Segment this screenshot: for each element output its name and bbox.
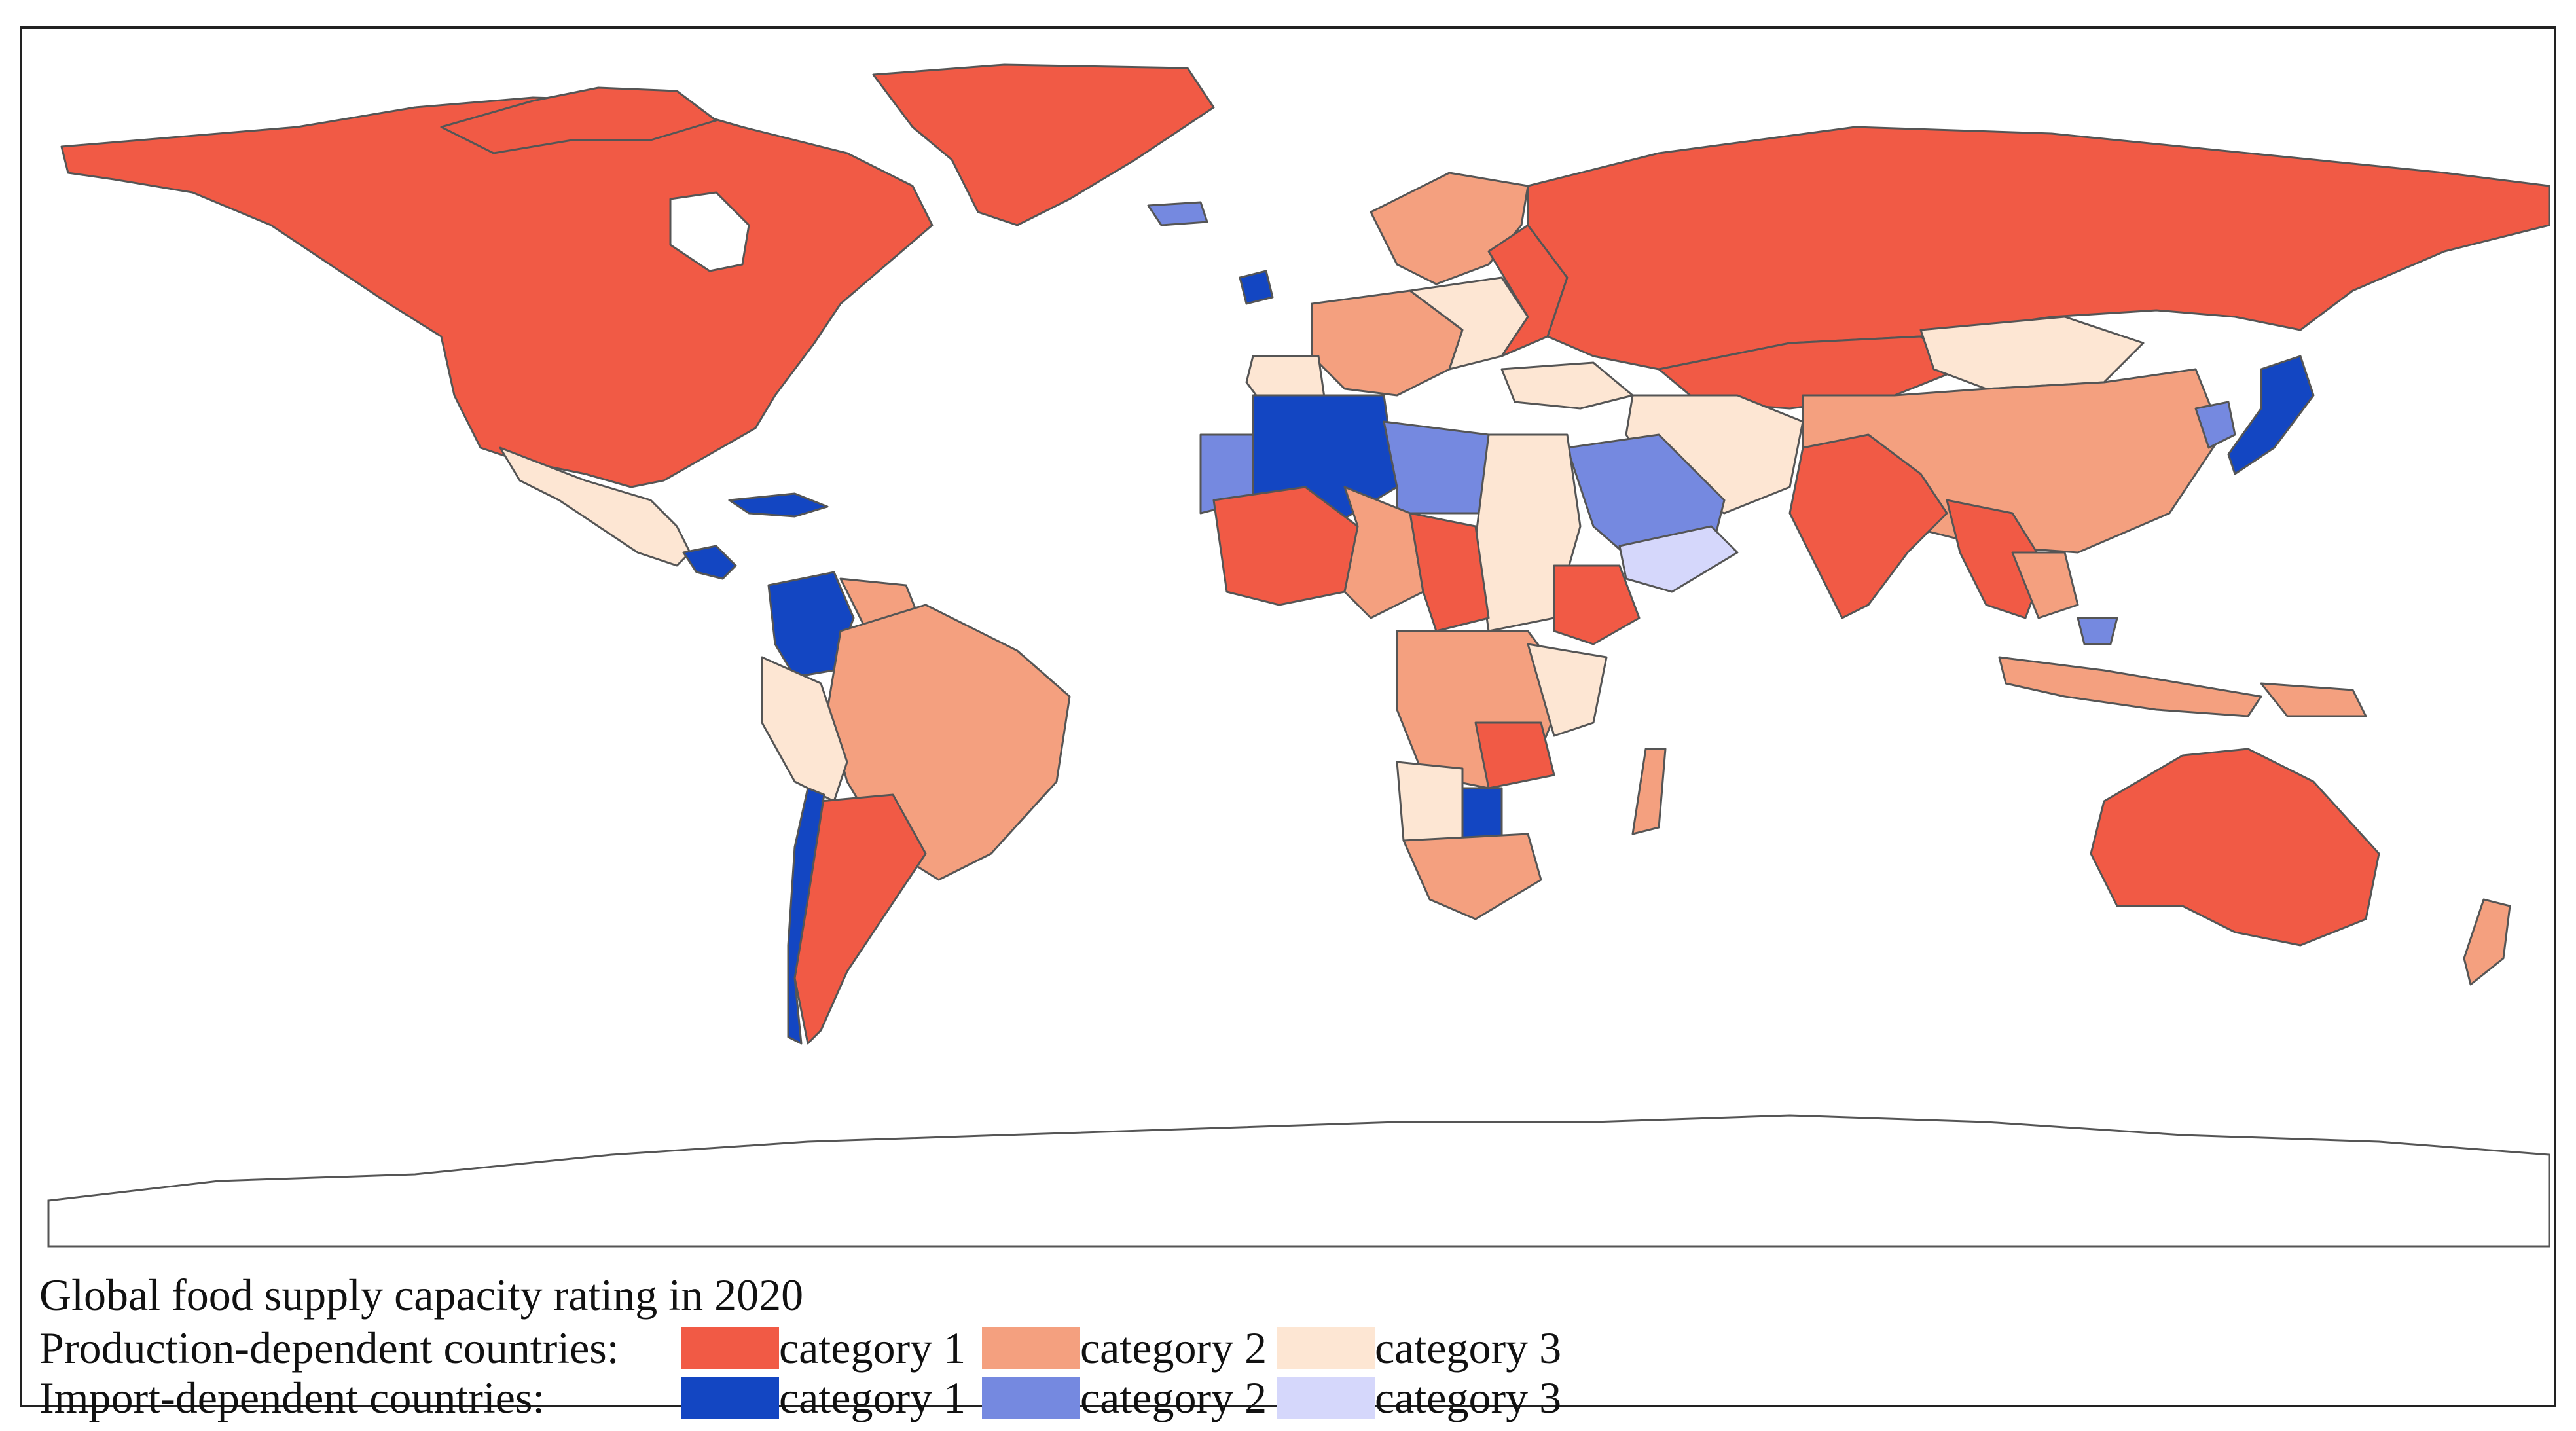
region-hudson-bay <box>669 191 750 272</box>
region-chile <box>787 787 825 1045</box>
region-new-zealand <box>2463 898 2511 986</box>
region-central-america <box>682 545 737 580</box>
legend-label-import-category-3: category 3 <box>1375 1373 1562 1422</box>
region-indochina <box>2011 551 2079 619</box>
world-map <box>47 63 2550 1248</box>
region-southern-africa <box>1402 833 1542 920</box>
legend-label-import-category-1: category 1 <box>779 1373 966 1422</box>
region-uk-ireland <box>1239 270 1274 305</box>
region-greenland <box>872 63 1215 226</box>
region-malaysia <box>2077 617 2118 645</box>
region-canada-usa <box>60 96 934 488</box>
region-antarctica <box>47 1114 2550 1248</box>
region-botswana <box>1461 787 1503 842</box>
region-mexico <box>499 446 691 567</box>
legend-label-import-category-2: category 2 <box>1080 1373 1267 1422</box>
region-australia <box>2090 748 2380 947</box>
legend-label-production-category-1: category 1 <box>779 1323 966 1373</box>
legend-swatch-production-category-3 <box>1277 1327 1375 1369</box>
region-ethiopia <box>1553 564 1641 645</box>
region-mongolia <box>1919 316 2145 390</box>
legend-row-label: Import-dependent countries: <box>39 1373 545 1422</box>
region-cuba <box>728 492 829 518</box>
legend-swatch-import-category-3 <box>1277 1377 1375 1419</box>
legend-swatch-import-category-1 <box>681 1377 779 1419</box>
map-frame: Global food supply capacity rating in 20… <box>20 26 2556 1422</box>
region-india <box>1788 433 1948 619</box>
region-yemen-oman <box>1618 525 1739 593</box>
region-papua <box>2260 682 2367 717</box>
region-japan <box>2227 355 2315 475</box>
legend-swatch-production-category-1 <box>681 1327 779 1369</box>
region-russia <box>1527 126 2550 371</box>
legend-swatch-production-category-2 <box>982 1327 1080 1369</box>
region-angola <box>1396 761 1464 842</box>
region-turkey <box>1500 361 1634 410</box>
legend-label-production-category-2: category 2 <box>1080 1323 1267 1373</box>
region-korea <box>2194 401 2236 449</box>
legend-row-label: Production-dependent countries: <box>39 1323 619 1373</box>
legend-label-production-category-3: category 3 <box>1375 1323 1562 1373</box>
region-madagascar <box>1631 748 1667 835</box>
region-iceland <box>1147 201 1208 226</box>
region-arctic-islands <box>440 86 717 154</box>
legend-title: Global food supply capacity rating in 20… <box>39 1270 804 1320</box>
region-east-africa <box>1527 643 1608 737</box>
region-libya <box>1383 420 1490 515</box>
region-zambia <box>1474 721 1555 789</box>
legend-swatch-import-category-2 <box>982 1377 1080 1419</box>
region-indonesia <box>1998 656 2262 717</box>
region-chad <box>1409 512 1490 632</box>
region-southeast-asia <box>1946 499 2046 619</box>
